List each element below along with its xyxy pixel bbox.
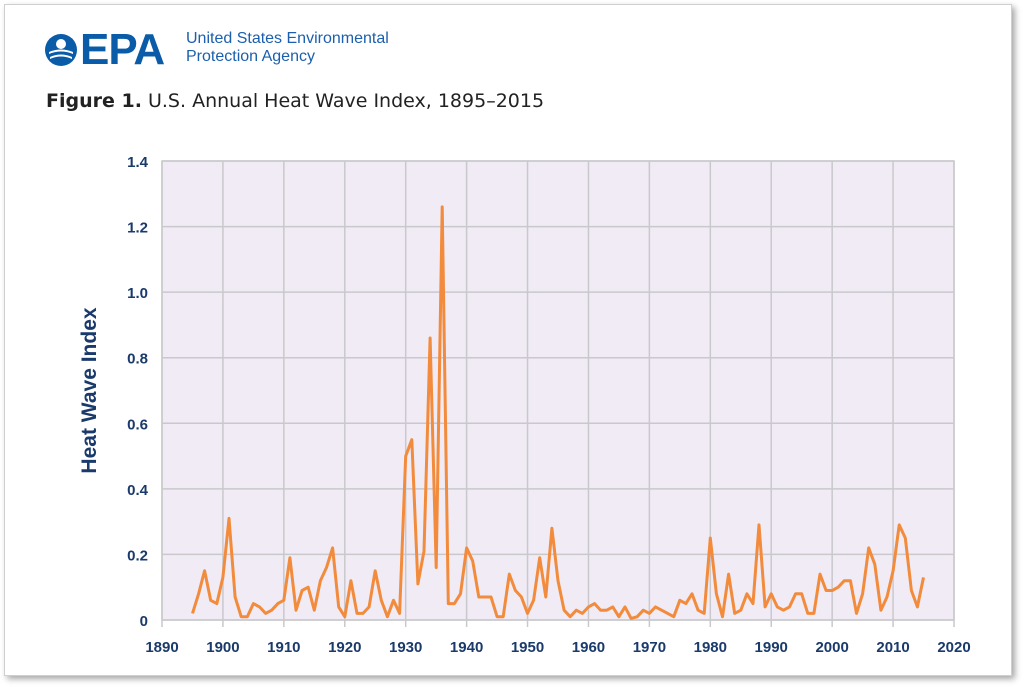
x-tick-label: 1980	[694, 639, 727, 656]
plot-area	[161, 160, 955, 621]
figure-title: Figure 1. U.S. Annual Heat Wave Index, 1…	[46, 90, 544, 112]
y-tick-label: 0.4	[127, 482, 149, 499]
epa-flower-icon	[45, 34, 77, 66]
epa-logo: EPA	[44, 25, 165, 74]
y-tick-label: 0.2	[127, 547, 148, 564]
x-tick-label: 2010	[876, 639, 909, 656]
series-line	[191, 205, 925, 620]
x-axis-ticks: 1890 1900 1910 1920 1930 1940 1950 1960 1970 1980…	[145, 620, 971, 656]
figure-title-text: U.S. Annual Heat Wave Index, 1895–2015	[147, 90, 545, 112]
epa-logo-text: EPA	[80, 25, 165, 74]
figure-label: Figure 1.	[46, 90, 142, 112]
y-tick-label: 1.2	[127, 220, 148, 237]
x-tick-label: 1930	[389, 639, 422, 656]
x-tick-label: 1890	[145, 639, 178, 656]
y-tick-label: 1.0	[127, 285, 148, 302]
x-tick-label: 1910	[267, 639, 300, 656]
x-tick-label: 2000	[815, 639, 848, 656]
y-axis-label: Heat Wave Index	[78, 307, 101, 473]
y-tick-label: 0.8	[127, 351, 148, 368]
y-tick-label: 0	[140, 613, 148, 630]
gridlines	[161, 160, 955, 621]
x-tick-label: 1950	[511, 639, 544, 656]
x-tick-label: 1990	[755, 639, 788, 656]
x-tick-label: 1970	[633, 639, 666, 656]
x-tick-label: 2020	[937, 639, 970, 656]
x-tick-label: 1900	[206, 639, 239, 656]
x-tick-label: 1940	[450, 639, 483, 656]
y-tick-label: 0.6	[127, 416, 148, 433]
y-tick-label: 1.4	[127, 154, 149, 171]
x-tick-label: 1920	[328, 639, 361, 656]
agency-line-2: Protection Agency	[186, 48, 315, 65]
x-tick-label: 1960	[572, 639, 605, 656]
agency-line-1: United States Environmental	[186, 30, 389, 47]
y-axis-ticks: 0 0.2 0.4 0.6 0.8 1.0 1.2 1.4	[127, 154, 149, 630]
agency-name: United States Environmental Protection A…	[186, 30, 389, 66]
